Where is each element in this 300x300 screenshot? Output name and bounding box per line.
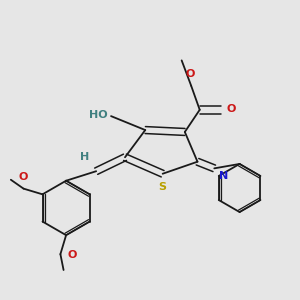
- Text: O: O: [68, 250, 77, 260]
- Text: N: N: [219, 171, 229, 181]
- Text: S: S: [159, 182, 167, 192]
- Text: HO: HO: [88, 110, 107, 119]
- Text: O: O: [18, 172, 28, 182]
- Text: O: O: [186, 69, 195, 79]
- Text: H: H: [80, 152, 89, 162]
- Text: O: O: [226, 104, 236, 114]
